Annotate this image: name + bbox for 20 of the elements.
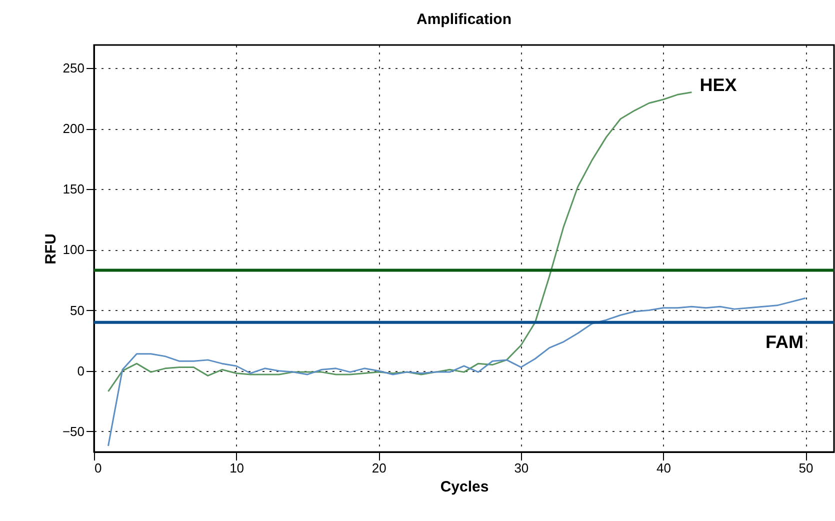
line-series (107, 297, 806, 447)
y-tick-label: 200 (62, 121, 84, 136)
y-tick-label: 100 (62, 242, 84, 258)
y-tick-label: −50 (62, 424, 84, 439)
series-label: HEX (700, 75, 737, 96)
y-axis-title: RFU (42, 234, 60, 264)
y-tick-label: 50 (70, 302, 84, 318)
x-tick-label: 30 (514, 460, 529, 476)
y-tick-label: 250 (62, 60, 84, 76)
x-tick-label: 10 (230, 460, 244, 476)
series-label: FAM (766, 332, 804, 352)
x-tick-label: 40 (656, 460, 671, 476)
x-axis-title: Cycles (440, 478, 489, 496)
line-series (107, 91, 692, 392)
x-tick-label: 0 (94, 460, 102, 476)
chart-title: Amplification (416, 11, 512, 28)
y-tick-label: 0 (77, 363, 84, 378)
y-tick-label: 150 (62, 182, 84, 197)
x-tick-label: 50 (798, 460, 814, 476)
x-tick-label: 20 (372, 460, 386, 476)
